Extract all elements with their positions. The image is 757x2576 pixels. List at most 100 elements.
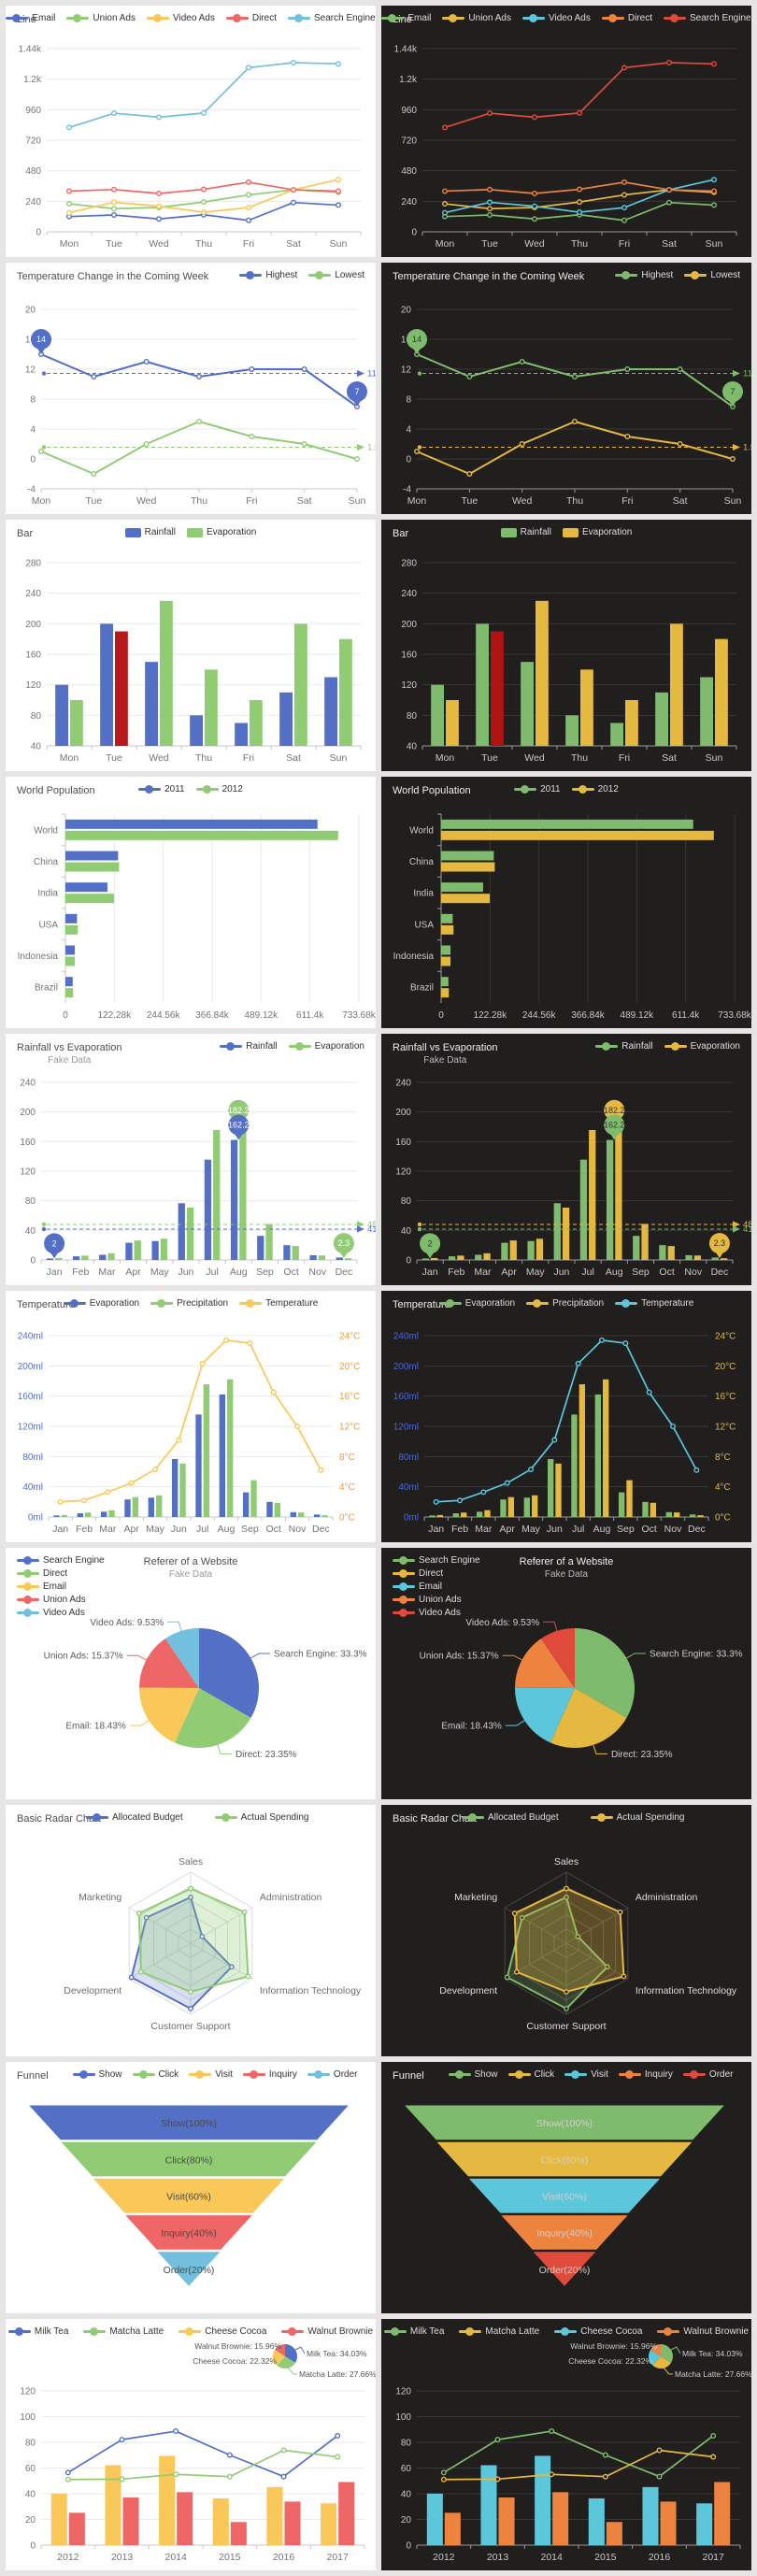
bar-precipitation[interactable] xyxy=(507,1496,515,1517)
bar-evaporation[interactable] xyxy=(219,1394,225,1517)
line-search-engine[interactable] xyxy=(68,62,339,129)
legend-item-union-ads[interactable]: Union Ads xyxy=(442,13,511,23)
bar-evaporation[interactable] xyxy=(186,1208,194,1260)
bar-rainfall[interactable] xyxy=(685,1254,693,1260)
bar-precipitation[interactable] xyxy=(555,1463,562,1517)
hbar-2011-india[interactable] xyxy=(441,882,483,893)
funnel-layer-visit[interactable] xyxy=(91,2177,287,2214)
legend-item-search-engine[interactable]: Search Engine xyxy=(17,1555,105,1566)
bar-evaporation[interactable] xyxy=(250,700,263,746)
legend-item-show[interactable]: Show xyxy=(448,2069,498,2080)
hbar-2012-brazil[interactable] xyxy=(441,988,450,998)
legend-item-lowest[interactable]: Lowest xyxy=(684,270,740,280)
legend-item-email[interactable]: Email xyxy=(381,13,431,23)
hbar-2012-world[interactable] xyxy=(441,830,714,840)
legend-item-inquiry[interactable]: Inquiry xyxy=(242,2069,297,2080)
bar-evaporation[interactable] xyxy=(580,669,593,746)
bar-evaporation[interactable] xyxy=(491,631,504,747)
legend-item-allocated-budget[interactable]: Allocated Budget xyxy=(86,1812,183,1823)
legend-item-rainfall[interactable]: Rainfall xyxy=(220,1041,278,1052)
bar-rainfall[interactable] xyxy=(553,1203,561,1260)
bar-precipitation[interactable] xyxy=(85,1512,92,1517)
radar-area-actual-spending[interactable] xyxy=(513,1887,625,1994)
line-milk-tea[interactable] xyxy=(443,2430,714,2478)
legend-item-evaporation[interactable]: Evaporation xyxy=(562,527,632,537)
legend-item-highest[interactable]: Highest xyxy=(239,270,297,280)
pie-slice-video-ads[interactable] xyxy=(540,1628,575,1688)
bar-rainfall[interactable] xyxy=(324,677,337,747)
bar-evaporation[interactable] xyxy=(589,1129,596,1260)
bar-rainfall[interactable] xyxy=(309,1254,317,1260)
pie-slice-walnut-brownie[interactable] xyxy=(650,2344,661,2356)
legend-item-evaporation[interactable]: Evaporation xyxy=(186,527,256,537)
bar-precipitation[interactable] xyxy=(484,1510,491,1517)
bar-precipitation[interactable] xyxy=(156,1495,163,1517)
bar-precipitation[interactable] xyxy=(274,1502,281,1517)
legend-item-walnut-brownie[interactable]: Walnut Brownie xyxy=(657,2326,749,2337)
bar-evaporation[interactable] xyxy=(523,1497,530,1517)
legend-item-show[interactable]: Show xyxy=(72,2069,122,2080)
bar-cheese-cocoa[interactable] xyxy=(266,2486,283,2545)
bar-rainfall[interactable] xyxy=(145,662,158,746)
funnel-layer-inquiry[interactable] xyxy=(499,2214,630,2251)
line-matcha-latte[interactable] xyxy=(67,2449,338,2481)
pie-slice-matcha-latte[interactable] xyxy=(652,2356,671,2368)
pie-slice-search-engine[interactable] xyxy=(199,1628,260,1718)
bar-rainfall[interactable] xyxy=(579,1159,588,1260)
bar-evaporation[interactable] xyxy=(107,1252,115,1260)
bar-evaporation[interactable] xyxy=(292,1246,299,1260)
legend-item-video-ads[interactable]: Video Ads xyxy=(393,1608,461,1618)
bar-rainfall[interactable] xyxy=(100,623,113,746)
hbar-2011-indonesia[interactable] xyxy=(441,945,451,955)
hbar-2012-indonesia[interactable] xyxy=(441,956,451,966)
bar-precipitation[interactable] xyxy=(532,1495,538,1517)
bar-evaporation[interactable] xyxy=(429,1515,436,1517)
legend-item-matcha-latte[interactable]: Matcha Latte xyxy=(83,2326,164,2337)
legend-item-order[interactable]: Order xyxy=(307,2069,357,2080)
hbar-2012-brazil[interactable] xyxy=(65,988,74,998)
legend-item-2011[interactable]: 2011 xyxy=(514,784,561,794)
legend-item-video-ads[interactable]: Video Ads xyxy=(522,13,591,23)
legend-item-search-engine[interactable]: Search Engine xyxy=(393,1555,480,1566)
bar-walnut-brownie[interactable] xyxy=(284,2501,301,2545)
bar-evaporation[interactable] xyxy=(53,1515,60,1517)
bar-rainfall[interactable] xyxy=(476,623,489,746)
bar-rainfall[interactable] xyxy=(257,1236,264,1260)
bar-evaporation[interactable] xyxy=(509,1240,517,1260)
bar-evaporation[interactable] xyxy=(594,1394,601,1517)
bar-evaporation[interactable] xyxy=(160,1238,168,1260)
bar-evaporation[interactable] xyxy=(615,1124,622,1260)
radar-area-actual-spending[interactable] xyxy=(137,1887,250,1994)
bar-rainfall[interactable] xyxy=(431,684,444,746)
bar-rainfall[interactable] xyxy=(421,1258,430,1260)
bar-evaporation[interactable] xyxy=(476,1511,483,1517)
pie-slice-email[interactable] xyxy=(139,1687,199,1743)
bar-evaporation[interactable] xyxy=(344,1258,352,1260)
pie-slice-direct[interactable] xyxy=(174,1688,251,1748)
funnel-layer-inquiry[interactable] xyxy=(123,2214,254,2251)
bar-evaporation[interactable] xyxy=(313,1514,321,1517)
line-milk-tea[interactable] xyxy=(67,2430,338,2478)
legend-item-direct[interactable]: Direct xyxy=(601,13,652,23)
bar-precipitation[interactable] xyxy=(626,1480,633,1517)
legend-item-visit[interactable]: Visit xyxy=(189,2069,233,2080)
bar-rainfall[interactable] xyxy=(659,1245,666,1260)
pie-slice-walnut-brownie[interactable] xyxy=(275,2344,285,2356)
legend-item-actual-spending[interactable]: Actual Spending xyxy=(590,1812,684,1823)
hbar-2011-india[interactable] xyxy=(65,882,107,893)
bar-evaporation[interactable] xyxy=(483,1252,491,1260)
bar-rainfall[interactable] xyxy=(475,1254,482,1260)
legend-item-2012[interactable]: 2012 xyxy=(571,784,619,794)
legend-item-click[interactable]: Click xyxy=(132,2069,179,2080)
bar-cheese-cocoa[interactable] xyxy=(105,2465,121,2545)
legend-item-order[interactable]: Order xyxy=(682,2069,733,2080)
legend-item-lowest[interactable]: Lowest xyxy=(308,270,364,280)
legend-item-walnut-brownie[interactable]: Walnut Brownie xyxy=(281,2326,373,2337)
bar-rainfall[interactable] xyxy=(279,692,293,746)
bar-rainfall[interactable] xyxy=(46,1258,54,1260)
hbar-2012-china[interactable] xyxy=(65,862,120,872)
hbar-2012-usa[interactable] xyxy=(441,924,454,935)
bar-evaporation[interactable] xyxy=(571,1414,578,1517)
legend-item-evaporation[interactable]: Evaporation xyxy=(63,1298,139,1309)
bar-evaporation[interactable] xyxy=(290,1511,296,1517)
